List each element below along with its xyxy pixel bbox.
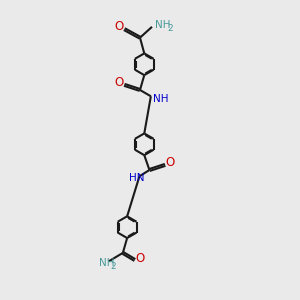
Text: O: O [135, 252, 145, 265]
Text: O: O [115, 76, 124, 89]
Text: O: O [166, 156, 175, 169]
Text: 2: 2 [111, 262, 116, 271]
Text: NH: NH [99, 258, 114, 268]
Text: NH: NH [155, 20, 170, 30]
Text: O: O [115, 20, 124, 33]
Text: NH: NH [153, 94, 169, 103]
Text: 2: 2 [167, 24, 172, 33]
Text: HN: HN [129, 173, 145, 183]
